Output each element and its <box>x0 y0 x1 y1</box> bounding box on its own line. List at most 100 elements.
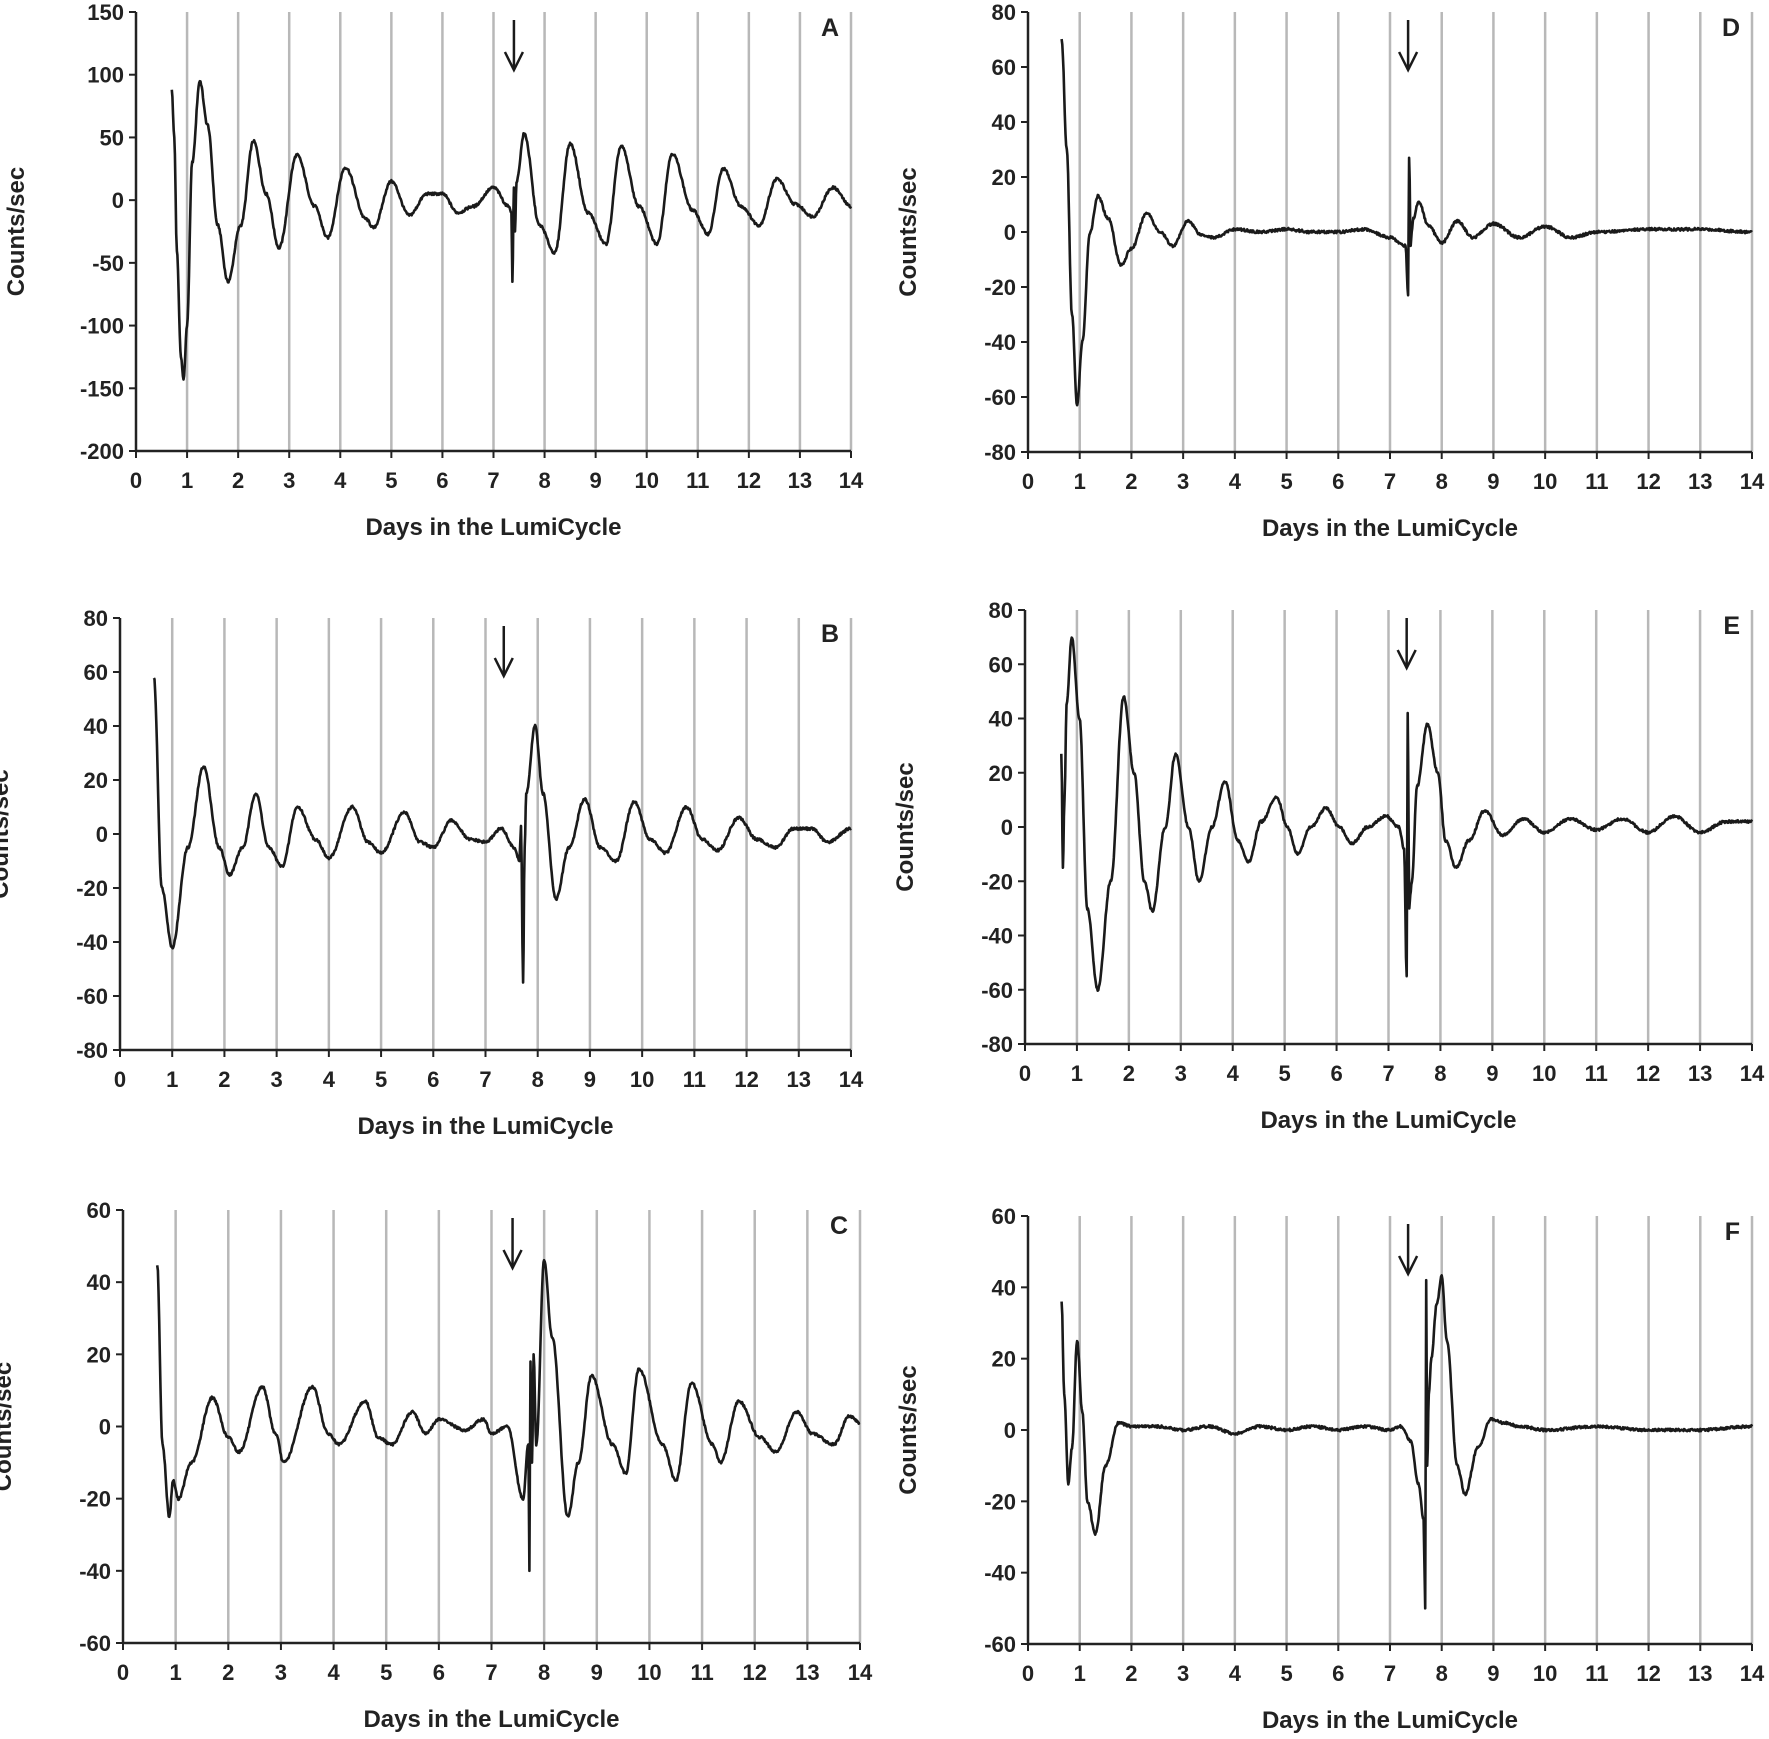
y-tick-label: 80 <box>84 606 108 631</box>
y-tick-label: 0 <box>99 1415 111 1440</box>
y-tick-label: 0 <box>96 822 108 847</box>
x-tick-label: 13 <box>1688 469 1712 494</box>
x-tick-label: 4 <box>334 468 347 493</box>
y-tick-label: -40 <box>984 330 1016 355</box>
y-tick-label: 0 <box>1004 220 1016 245</box>
x-tick-label: 4 <box>1227 1061 1240 1086</box>
x-tick-label: 3 <box>275 1660 287 1685</box>
x-tick-label: 2 <box>1125 469 1137 494</box>
x-tick-label: 8 <box>538 1660 550 1685</box>
x-tick-label: 8 <box>1436 469 1448 494</box>
x-axis-title: Days in the LumiCycle <box>1262 515 1518 542</box>
x-tick-label: 9 <box>590 468 602 493</box>
y-tick-label: 40 <box>989 707 1013 732</box>
x-tick-label: 4 <box>323 1067 336 1092</box>
y-axis-title: Counts/sec <box>895 1365 922 1494</box>
y-tick-label: -50 <box>92 251 124 276</box>
treatment-arrow-icon <box>1396 618 1417 671</box>
x-tick-label: 10 <box>630 1067 654 1092</box>
x-tick-label: 10 <box>1533 1661 1557 1686</box>
y-tick-label: 60 <box>992 55 1016 80</box>
y-axis-title: Counts/sec <box>892 762 919 891</box>
series-line-panel-a <box>170 79 853 381</box>
y-tick-label: -60 <box>984 385 1016 410</box>
x-axis-title: Days in the LumiCycle <box>1262 1707 1518 1734</box>
x-tick-label: 3 <box>1177 469 1189 494</box>
x-tick-label: 7 <box>479 1067 491 1092</box>
x-tick-label: 7 <box>1384 469 1396 494</box>
x-tick-label: 6 <box>1332 1661 1344 1686</box>
x-tick-label: 11 <box>1585 1061 1608 1086</box>
panel-letter-b: B <box>821 620 839 648</box>
y-tick-label: 40 <box>84 714 108 739</box>
x-tick-label: 12 <box>742 1660 766 1685</box>
x-axis-title: Days in the LumiCycle <box>1260 1107 1516 1134</box>
x-tick-label: 13 <box>1688 1661 1712 1686</box>
y-axis-title: Counts/sec <box>0 1362 17 1491</box>
x-tick-label: 2 <box>1125 1661 1137 1686</box>
y-tick-label: -40 <box>76 930 108 955</box>
y-tick-label: 60 <box>87 1198 111 1223</box>
x-tick-label: 14 <box>1740 1061 1765 1086</box>
y-tick-label: 80 <box>992 0 1016 25</box>
x-tick-label: 5 <box>385 468 397 493</box>
x-tick-label: 0 <box>1022 1661 1034 1686</box>
y-tick-label: -20 <box>984 275 1016 300</box>
x-axis-title: Days in the LumiCycle <box>357 1113 613 1140</box>
x-tick-label: 11 <box>1585 469 1608 494</box>
x-tick-label: 9 <box>1487 1661 1499 1686</box>
x-tick-label: 12 <box>737 468 761 493</box>
x-tick-label: 10 <box>634 468 658 493</box>
y-tick-label: 20 <box>992 165 1016 190</box>
x-tick-label: 5 <box>1280 1661 1292 1686</box>
y-tick-label: 20 <box>989 761 1013 786</box>
treatment-arrow-icon <box>1397 1224 1419 1277</box>
x-tick-label: 13 <box>795 1660 819 1685</box>
x-tick-label: 1 <box>181 468 193 493</box>
y-tick-label: -60 <box>984 1632 1016 1657</box>
y-axis-title: Counts/sec <box>3 167 30 296</box>
y-tick-label: 0 <box>1001 815 1013 840</box>
x-tick-label: 7 <box>1384 1661 1396 1686</box>
x-tick-label: 3 <box>1177 1661 1189 1686</box>
x-tick-label: 5 <box>1280 469 1292 494</box>
panel-letter-a: A <box>821 14 839 42</box>
y-tick-label: -60 <box>76 984 108 1009</box>
x-tick-label: 13 <box>787 1067 811 1092</box>
y-tick-label: -40 <box>984 1561 1016 1586</box>
treatment-arrow-icon <box>1397 20 1419 73</box>
y-tick-label: 60 <box>989 652 1013 677</box>
x-tick-label: 1 <box>170 1660 182 1685</box>
x-tick-label: 12 <box>734 1067 758 1092</box>
panel-letter-d: D <box>1722 14 1740 42</box>
y-tick-label: 100 <box>87 63 124 88</box>
y-tick-label: -60 <box>79 1631 111 1656</box>
y-tick-label: 20 <box>87 1342 111 1367</box>
x-tick-label: 1 <box>166 1067 178 1092</box>
x-tick-label: 11 <box>690 1660 713 1685</box>
x-tick-label: 10 <box>1533 469 1557 494</box>
x-tick-label: 8 <box>532 1067 544 1092</box>
x-tick-label: 12 <box>1636 469 1660 494</box>
y-tick-label: -20 <box>981 869 1013 894</box>
y-tick-label: 40 <box>992 110 1016 135</box>
y-tick-label: -40 <box>981 924 1013 949</box>
y-axis-title: Counts/sec <box>0 769 14 898</box>
x-tick-label: 4 <box>1229 469 1242 494</box>
x-tick-label: 11 <box>1585 1661 1608 1686</box>
x-tick-label: 7 <box>487 468 499 493</box>
y-tick-label: -40 <box>79 1559 111 1584</box>
y-tick-label: -20 <box>76 876 108 901</box>
x-tick-label: 2 <box>232 468 244 493</box>
y-tick-label: 60 <box>84 660 108 685</box>
x-tick-label: 10 <box>1532 1061 1556 1086</box>
series-line-panel-d <box>1060 38 1753 407</box>
x-tick-label: 14 <box>1740 469 1765 494</box>
y-tick-label: -60 <box>981 978 1013 1003</box>
x-tick-label: 7 <box>1382 1061 1394 1086</box>
y-tick-label: -150 <box>80 376 124 401</box>
